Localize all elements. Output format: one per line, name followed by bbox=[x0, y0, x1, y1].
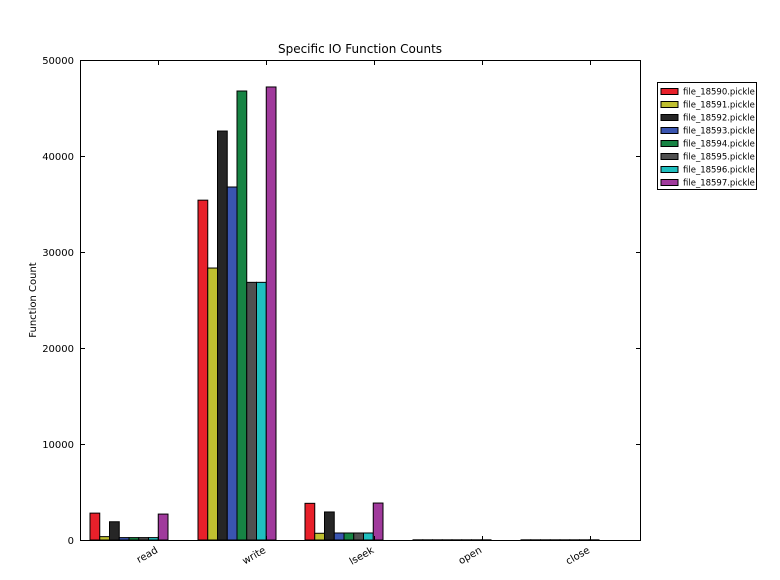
x-tick-label-read: read bbox=[135, 545, 160, 566]
legend-swatch bbox=[660, 153, 679, 160]
x-tick-label-lseek: lseek bbox=[348, 545, 376, 568]
bar-lseek-7 bbox=[372, 502, 384, 541]
legend-swatch bbox=[660, 179, 679, 186]
legend-swatch bbox=[660, 88, 679, 95]
bar-read-7 bbox=[157, 513, 169, 541]
bar-write-1 bbox=[207, 267, 218, 541]
x-tick-label-write: write bbox=[241, 545, 268, 567]
legend-entry-label: file_18593.pickle bbox=[683, 127, 755, 137]
bar-write-3 bbox=[226, 186, 238, 541]
bar-write-2 bbox=[217, 130, 228, 541]
bar-lseek-0 bbox=[304, 502, 316, 541]
y-tick-label: 30000 bbox=[42, 248, 74, 259]
legend-swatch bbox=[660, 166, 679, 173]
legend-swatch bbox=[660, 114, 679, 121]
bar-lseek-5 bbox=[353, 532, 364, 541]
plot-frame bbox=[80, 60, 641, 541]
bar-read-2 bbox=[109, 521, 120, 541]
y-tick-label: 20000 bbox=[42, 344, 74, 355]
bar-write-7 bbox=[265, 86, 277, 541]
y-axis-label: Function Count bbox=[28, 262, 39, 337]
bar-read-4 bbox=[128, 537, 140, 541]
bar-read-3 bbox=[118, 537, 130, 541]
y-axis: 0 10000 20000 30000 40000 50000 bbox=[42, 56, 640, 547]
legend-swatch bbox=[660, 101, 679, 108]
legend-entry-label: file_18595.pickle bbox=[683, 153, 755, 163]
bar-lseek-4 bbox=[343, 532, 355, 541]
y-tick-label: 0 bbox=[68, 536, 74, 547]
legend-swatch bbox=[660, 127, 679, 134]
legend-entry-label: file_18592.pickle bbox=[683, 114, 755, 124]
x-tick-label-open: open bbox=[457, 545, 484, 567]
bar-read-1 bbox=[99, 536, 110, 541]
bar-read-5 bbox=[138, 537, 149, 541]
bar-write-0 bbox=[197, 199, 209, 541]
legend-entry-label: file_18590.pickle bbox=[683, 88, 755, 98]
bar-lseek-6 bbox=[363, 532, 374, 541]
bar-lseek-2 bbox=[324, 511, 335, 541]
bar-read-0 bbox=[89, 512, 101, 541]
y-tick-label: 50000 bbox=[42, 56, 74, 67]
legend-entry-label: file_18596.pickle bbox=[683, 166, 755, 176]
bars-group bbox=[89, 86, 600, 541]
bar-write-5 bbox=[246, 281, 257, 541]
bar-write-6 bbox=[256, 281, 267, 541]
bar-write-4 bbox=[236, 90, 248, 541]
y-tick-label: 40000 bbox=[42, 152, 74, 163]
x-tick-label-close: close bbox=[564, 545, 592, 567]
chart-title: Specific IO Function Counts bbox=[278, 42, 442, 56]
bar-read-6 bbox=[148, 537, 159, 541]
y-tick-label: 10000 bbox=[42, 440, 74, 451]
legend-entry-label: file_18591.pickle bbox=[683, 101, 755, 111]
legend-swatch bbox=[660, 140, 679, 147]
legend-entry-label: file_18597.pickle bbox=[683, 179, 755, 189]
legend: file_18590.pickle file_18591.pickle file_1… bbox=[657, 82, 757, 190]
legend-entry-label: file_18594.pickle bbox=[683, 140, 755, 150]
bar-lseek-3 bbox=[333, 532, 345, 541]
bar-lseek-1 bbox=[314, 532, 325, 541]
